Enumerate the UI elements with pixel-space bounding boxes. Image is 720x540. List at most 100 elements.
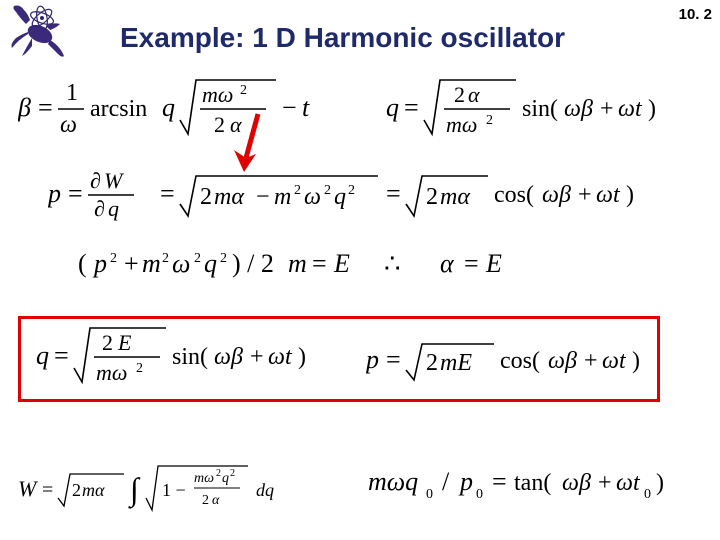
svg-text:=: =: [160, 179, 175, 208]
svg-text:m: m: [274, 184, 291, 210]
svg-text:ωβ: ωβ: [542, 182, 571, 208]
svg-text:arcsin: arcsin: [90, 96, 147, 122]
svg-text:sin(: sin(: [522, 96, 558, 122]
svg-text:=: =: [38, 93, 53, 122]
svg-text:p: p: [458, 467, 473, 496]
svg-text:ωt: ωt: [602, 348, 627, 374]
svg-text:W: W: [18, 476, 38, 501]
svg-text:+: +: [600, 96, 614, 122]
slide-logo: [6, 4, 68, 60]
equation-q1: q = 2 α mω 2 sin( ωβ + ωt ): [386, 74, 696, 149]
svg-text:+: +: [598, 470, 612, 496]
svg-text:=: =: [312, 249, 327, 278]
svg-text:ω: ω: [172, 249, 190, 278]
svg-text:mα: mα: [440, 184, 470, 210]
slide-title: Example: 1 D Harmonic oscillator: [120, 22, 565, 54]
svg-text:∴: ∴: [384, 249, 401, 278]
svg-text:=: =: [42, 479, 53, 501]
equation-p: p = ∂ W ∂ q = 2 mα − m 2 ω 2 q 2 = 2 mα …: [48, 166, 688, 229]
svg-text:): ): [656, 470, 664, 496]
svg-text:) / 2: ) / 2: [232, 249, 274, 278]
equation-energy: ( p 2 + m 2 ω 2 q 2 ) / 2 m = E ∴ α = E: [78, 242, 598, 291]
svg-text:2: 2: [200, 184, 212, 210]
svg-text:2: 2: [230, 468, 235, 479]
svg-text:ωβ: ωβ: [548, 348, 577, 374]
svg-text:+: +: [250, 344, 264, 370]
equation-W: W = 2 mα ∫ 1 − mω 2 q 2 2 α dq: [18, 460, 308, 525]
svg-text:q: q: [222, 471, 229, 486]
svg-text:2: 2: [202, 493, 209, 508]
svg-text:q: q: [108, 196, 119, 221]
svg-text:2: 2: [454, 82, 465, 107]
svg-text:dq: dq: [256, 480, 274, 500]
svg-text:q: q: [386, 93, 399, 122]
svg-text:2: 2: [486, 113, 493, 128]
svg-text:2: 2: [214, 112, 225, 137]
svg-text:q: q: [36, 341, 49, 370]
svg-text:2: 2: [426, 184, 438, 210]
svg-text:m: m: [142, 249, 161, 278]
svg-text:): ): [648, 96, 656, 122]
equation-p2: p = 2 mE cos( ωβ + ωt ): [366, 336, 666, 389]
svg-text:2: 2: [324, 183, 331, 198]
svg-text:α: α: [440, 249, 455, 278]
svg-text:): ): [626, 182, 634, 208]
svg-text:): ): [298, 344, 306, 370]
svg-text:ωt: ωt: [268, 344, 293, 370]
svg-text:ωt: ωt: [616, 470, 641, 496]
svg-text:1: 1: [66, 80, 78, 106]
svg-text:=: =: [54, 341, 69, 370]
svg-text:p: p: [48, 179, 61, 208]
svg-text:): ): [632, 348, 640, 374]
svg-text:ωβ: ωβ: [564, 96, 593, 122]
svg-text:mω: mω: [202, 82, 233, 107]
equation-beta: β = 1 ω arcsin q mω 2 2 α − t: [18, 74, 338, 149]
svg-text:∫: ∫: [128, 471, 141, 509]
svg-text:ω: ω: [304, 184, 321, 210]
svg-text:ωβ: ωβ: [562, 470, 591, 496]
svg-text:mω: mω: [96, 360, 127, 385]
svg-text:2: 2: [348, 183, 355, 198]
svg-text:t: t: [302, 93, 310, 122]
svg-text:α: α: [468, 82, 480, 107]
svg-text:ωt: ωt: [596, 182, 621, 208]
svg-text:1 −: 1 −: [162, 480, 186, 500]
svg-text:q: q: [334, 184, 346, 210]
svg-text:E: E: [333, 249, 350, 278]
svg-text:2: 2: [426, 350, 438, 376]
svg-text:−: −: [256, 184, 270, 210]
svg-text:β: β: [18, 93, 31, 122]
svg-text:cos(: cos(: [500, 348, 540, 374]
svg-text:=: =: [68, 179, 83, 208]
svg-text:=: =: [492, 467, 507, 496]
svg-text:p: p: [366, 345, 379, 374]
svg-text:=: =: [404, 93, 419, 122]
svg-text:sin(: sin(: [172, 344, 208, 370]
svg-text:q: q: [162, 93, 175, 122]
svg-text:0: 0: [476, 487, 483, 502]
svg-text:∂: ∂: [94, 196, 105, 221]
svg-text:mω: mω: [446, 112, 477, 137]
svg-text:α: α: [212, 493, 220, 508]
svg-text:−: −: [282, 93, 297, 122]
svg-text:mα: mα: [82, 480, 105, 500]
svg-text:mω: mω: [194, 471, 214, 486]
svg-text:2: 2: [72, 480, 81, 500]
svg-text:=: =: [386, 345, 401, 374]
equation-initial: mωq 0 / p 0 = tan( ωβ + ωt 0 ): [368, 460, 698, 509]
svg-text:+: +: [124, 249, 139, 278]
svg-text:tan(: tan(: [514, 470, 551, 496]
svg-text:+: +: [578, 182, 592, 208]
svg-text:ωβ: ωβ: [214, 344, 243, 370]
svg-text:mωq: mωq: [368, 467, 418, 496]
svg-text:ωt: ωt: [618, 96, 643, 122]
svg-text:mE: mE: [440, 350, 472, 376]
svg-text:2: 2: [110, 251, 117, 266]
svg-text:q: q: [204, 249, 217, 278]
svg-text:W: W: [104, 168, 124, 193]
svg-text:2: 2: [194, 251, 201, 266]
svg-text:cos(: cos(: [494, 182, 534, 208]
svg-text:0: 0: [426, 487, 433, 502]
svg-text:ω: ω: [60, 112, 77, 138]
svg-text:m: m: [288, 249, 307, 278]
